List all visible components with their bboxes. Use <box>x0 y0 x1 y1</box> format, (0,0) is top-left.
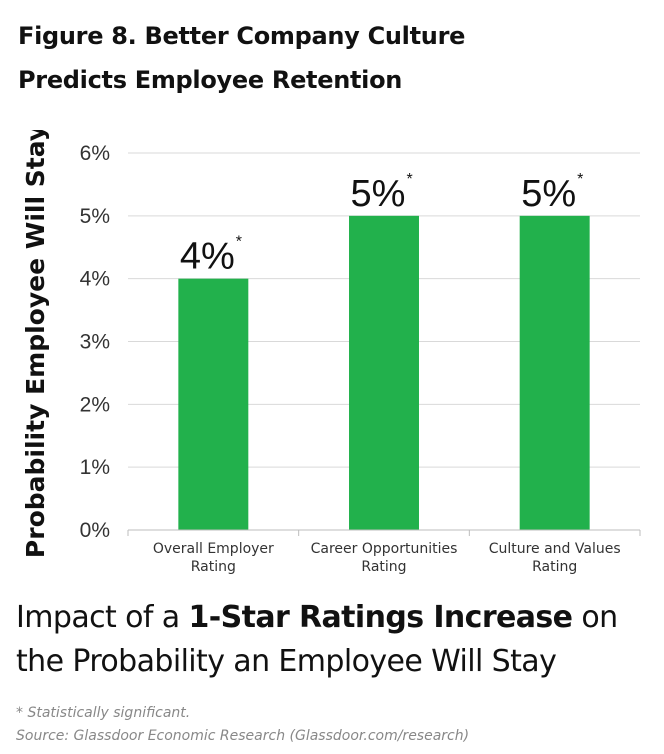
significance-marker: * <box>236 234 242 251</box>
y-tick-label: 6% <box>80 142 110 165</box>
y-tick-label: 2% <box>80 393 110 416</box>
x-category-label: Career Opportunities <box>311 541 458 557</box>
bar <box>349 215 419 530</box>
figure-title-line-2: Predicts Employee Retention <box>18 66 403 94</box>
source-footnote: Source: Glassdoor Economic Research (Gla… <box>16 728 470 744</box>
axes <box>127 529 641 536</box>
bar <box>178 278 249 530</box>
chart-subtitle: Impact of a 1-Star Ratings Increase on t… <box>16 596 656 684</box>
x-category-label: Rating <box>361 559 406 575</box>
subtitle-part-1: Impact of a <box>16 600 189 635</box>
y-tick-label: 1% <box>80 456 110 479</box>
data-label: 4% <box>180 236 235 278</box>
y-tick-label: 5% <box>80 205 110 228</box>
significance-marker: * <box>577 171 583 188</box>
subtitle-part-2: on <box>572 600 618 635</box>
x-category-label: Culture and Values <box>489 541 621 557</box>
data-label: 5% <box>521 173 576 215</box>
labels: 0% 1% 2% 3% 4% 5% 6% Probability Employee Will … <box>21 130 621 575</box>
subtitle-line-2: the Probability an Employee Will Stay <box>16 644 557 679</box>
significance-marker: * <box>406 171 412 188</box>
bars <box>178 215 590 530</box>
x-category-label: Rating <box>191 559 236 575</box>
figure-title-line-1: Figure 8. Better Company Culture <box>18 22 466 50</box>
bar-chart: 0% 1% 2% 3% 4% 5% 6% Probability Employee Will … <box>21 130 641 575</box>
subtitle-bold-phrase: 1-Star Ratings Increase <box>188 600 573 635</box>
data-label: 5% <box>351 173 406 215</box>
x-category-label: Overall Employer <box>153 541 274 557</box>
figure-title: Figure 8. Better Company Culture Predict… <box>18 14 638 102</box>
y-axis-label: Probability Employee Will Stay <box>21 130 50 558</box>
bar <box>519 215 590 530</box>
y-tick-label: 4% <box>80 268 110 291</box>
significance-footnote: * Statistically significant. <box>16 705 191 721</box>
x-category-label: Rating <box>532 559 577 575</box>
y-tick-label: 0% <box>80 519 110 542</box>
y-tick-label: 3% <box>80 331 110 354</box>
